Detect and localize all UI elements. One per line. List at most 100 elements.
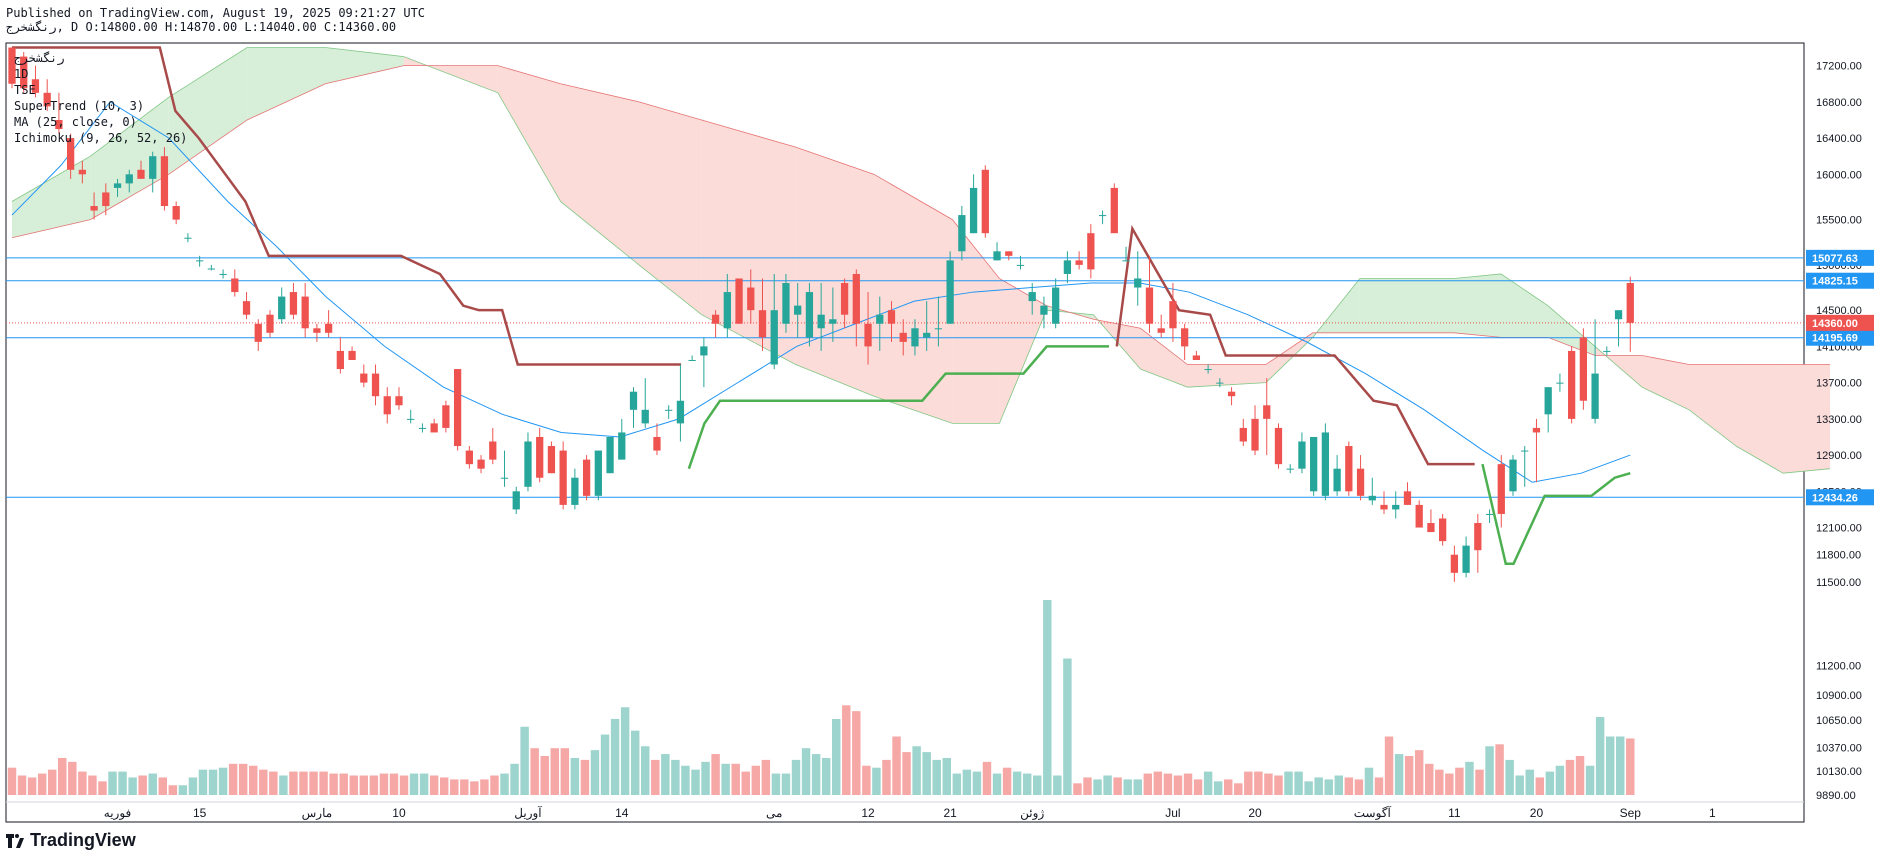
candle[interactable] — [1181, 323, 1189, 360]
candle[interactable] — [1427, 509, 1435, 533]
candle[interactable] — [55, 92, 63, 134]
candle[interactable] — [242, 292, 251, 320]
candle[interactable] — [829, 287, 837, 342]
candle[interactable] — [1333, 455, 1341, 496]
candle[interactable] — [1579, 328, 1588, 410]
candle[interactable] — [876, 296, 884, 351]
candle[interactable] — [266, 310, 274, 338]
candle[interactable] — [1016, 255, 1025, 270]
candle[interactable] — [1380, 491, 1388, 514]
candle[interactable] — [90, 192, 98, 220]
candle[interactable] — [78, 160, 86, 184]
candle[interactable] — [1052, 278, 1060, 329]
candle[interactable] — [207, 264, 215, 271]
candle[interactable] — [559, 441, 567, 510]
candle[interactable] — [301, 283, 309, 338]
candle[interactable] — [1403, 482, 1412, 505]
candle[interactable] — [336, 337, 344, 374]
candle[interactable] — [383, 387, 391, 424]
candle[interactable] — [770, 273, 778, 370]
candle[interactable] — [665, 405, 673, 419]
candle[interactable] — [278, 287, 286, 324]
candle[interactable] — [254, 319, 262, 351]
candle[interactable] — [711, 310, 720, 338]
candle[interactable] — [184, 233, 192, 243]
candle[interactable] — [477, 455, 485, 474]
candle[interactable] — [958, 206, 966, 261]
candle[interactable] — [1439, 513, 1447, 546]
candle[interactable] — [923, 301, 931, 351]
candle[interactable] — [1368, 477, 1376, 505]
candle[interactable] — [137, 160, 145, 179]
candle[interactable] — [536, 427, 544, 483]
candle[interactable] — [172, 201, 180, 225]
candle[interactable] — [418, 423, 427, 433]
candle[interactable] — [688, 355, 696, 361]
candle[interactable] — [1028, 283, 1036, 315]
candle[interactable] — [899, 319, 907, 356]
candle[interactable] — [1626, 276, 1634, 352]
candle[interactable] — [911, 319, 919, 356]
candle[interactable] — [1450, 545, 1459, 582]
candle[interactable] — [1310, 436, 1318, 496]
candle[interactable] — [20, 52, 28, 93]
candle[interactable] — [43, 79, 51, 111]
candle[interactable] — [805, 283, 814, 347]
candle[interactable] — [1274, 423, 1283, 469]
candle[interactable] — [360, 364, 368, 388]
candle[interactable] — [313, 323, 321, 342]
candle[interactable] — [1063, 251, 1072, 284]
candle[interactable] — [641, 378, 649, 428]
candle[interactable] — [195, 255, 204, 267]
candle[interactable] — [1134, 251, 1142, 306]
candle[interactable] — [524, 432, 532, 492]
candle[interactable] — [606, 436, 614, 474]
candle[interactable] — [1591, 319, 1599, 424]
candle[interactable] — [1005, 251, 1013, 261]
candle[interactable] — [852, 269, 860, 347]
candle[interactable] — [113, 178, 122, 197]
candle[interactable] — [289, 283, 298, 320]
candle[interactable] — [1251, 405, 1259, 456]
candle[interactable] — [489, 427, 497, 465]
candle[interactable] — [946, 251, 954, 324]
candle[interactable] — [1544, 387, 1552, 433]
candle[interactable] — [1204, 364, 1212, 374]
candle[interactable] — [1075, 251, 1083, 270]
candle[interactable] — [934, 296, 943, 347]
candle[interactable] — [160, 147, 169, 211]
candle[interactable] — [1568, 346, 1576, 424]
candle[interactable] — [1192, 350, 1201, 360]
candle[interactable] — [1614, 310, 1623, 347]
candle[interactable] — [125, 169, 133, 193]
candle[interactable] — [31, 65, 40, 98]
candle[interactable] — [1532, 418, 1541, 483]
candle[interactable] — [8, 47, 16, 89]
candle[interactable] — [1298, 432, 1306, 474]
candle[interactable] — [430, 418, 438, 433]
candle[interactable] — [1603, 346, 1611, 356]
candle[interactable] — [219, 269, 227, 279]
time-axis[interactable]: فوریه 15 مارس 10 آوریل 14 می 12 21 ژوئن Jul 20 آگوست… — [104, 805, 1716, 820]
candle[interactable] — [1521, 446, 1529, 487]
candle[interactable] — [102, 183, 110, 216]
candle[interactable] — [1356, 455, 1365, 501]
candle[interactable] — [782, 273, 790, 333]
candle[interactable] — [1497, 455, 1505, 528]
candle[interactable] — [969, 174, 978, 234]
candle[interactable] — [442, 400, 450, 433]
candle[interactable] — [547, 441, 556, 474]
candle[interactable] — [981, 165, 989, 238]
candle[interactable] — [1485, 509, 1494, 524]
candle[interactable] — [371, 364, 380, 406]
candle[interactable] — [348, 346, 356, 360]
candle[interactable] — [700, 337, 708, 388]
candle[interactable] — [864, 292, 872, 365]
candle[interactable] — [594, 450, 602, 501]
candle[interactable] — [149, 151, 157, 193]
candle[interactable] — [1392, 491, 1400, 519]
candle[interactable] — [1087, 224, 1095, 279]
candle[interactable] — [1040, 296, 1048, 329]
candle[interactable] — [735, 278, 743, 324]
candle[interactable] — [1122, 246, 1130, 262]
